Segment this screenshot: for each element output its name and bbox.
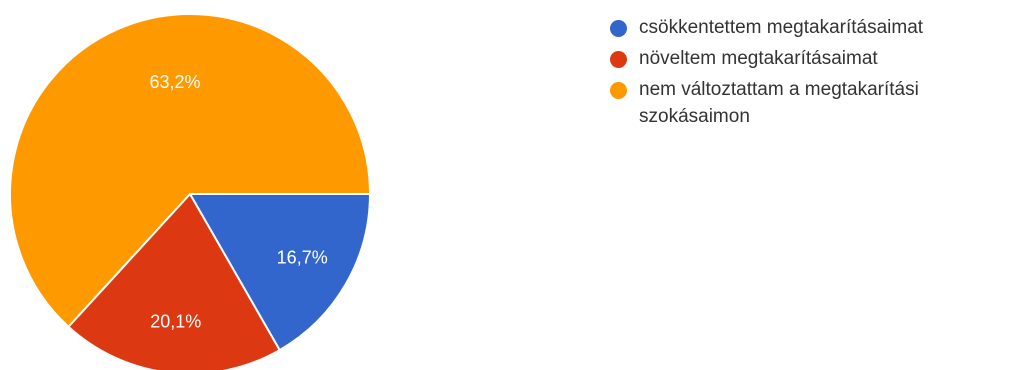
legend-label: csökkentettem megtakarításaimat: [639, 17, 924, 38]
slice-label-increased-savings: 20,1%: [150, 312, 201, 332]
legend-swatch: [610, 82, 627, 99]
pie-slice-increased-savings[interactable]: [67, 192, 282, 370]
legend-swatch: [610, 51, 627, 68]
legend-label: növeltem megtakarításaimat: [639, 48, 878, 69]
chart-legend: csökkentettem megtakarításaimat növeltem…: [610, 14, 1020, 134]
legend-label: nem változtattam a megtakarítási szokása…: [639, 79, 919, 127]
pie-slice-decreased-savings[interactable]: [188, 193, 372, 352]
legend-item-increased-savings[interactable]: növeltem megtakarításaimat: [610, 45, 1020, 72]
legend-item-unchanged-savings[interactable]: nem változtattam a megtakarítási szokása…: [610, 76, 1020, 130]
legend-swatch: [610, 20, 627, 37]
slice-label-decreased-savings: 16,7%: [277, 248, 328, 268]
legend-item-decreased-savings[interactable]: csökkentettem megtakarításaimat: [610, 14, 1020, 41]
slice-label-unchanged-savings: 63,2%: [149, 72, 200, 92]
pie-slice-unchanged-savings[interactable]: [9, 13, 372, 329]
pie-plot-area: 16,7% 20,1% 63,2%: [9, 13, 372, 370]
